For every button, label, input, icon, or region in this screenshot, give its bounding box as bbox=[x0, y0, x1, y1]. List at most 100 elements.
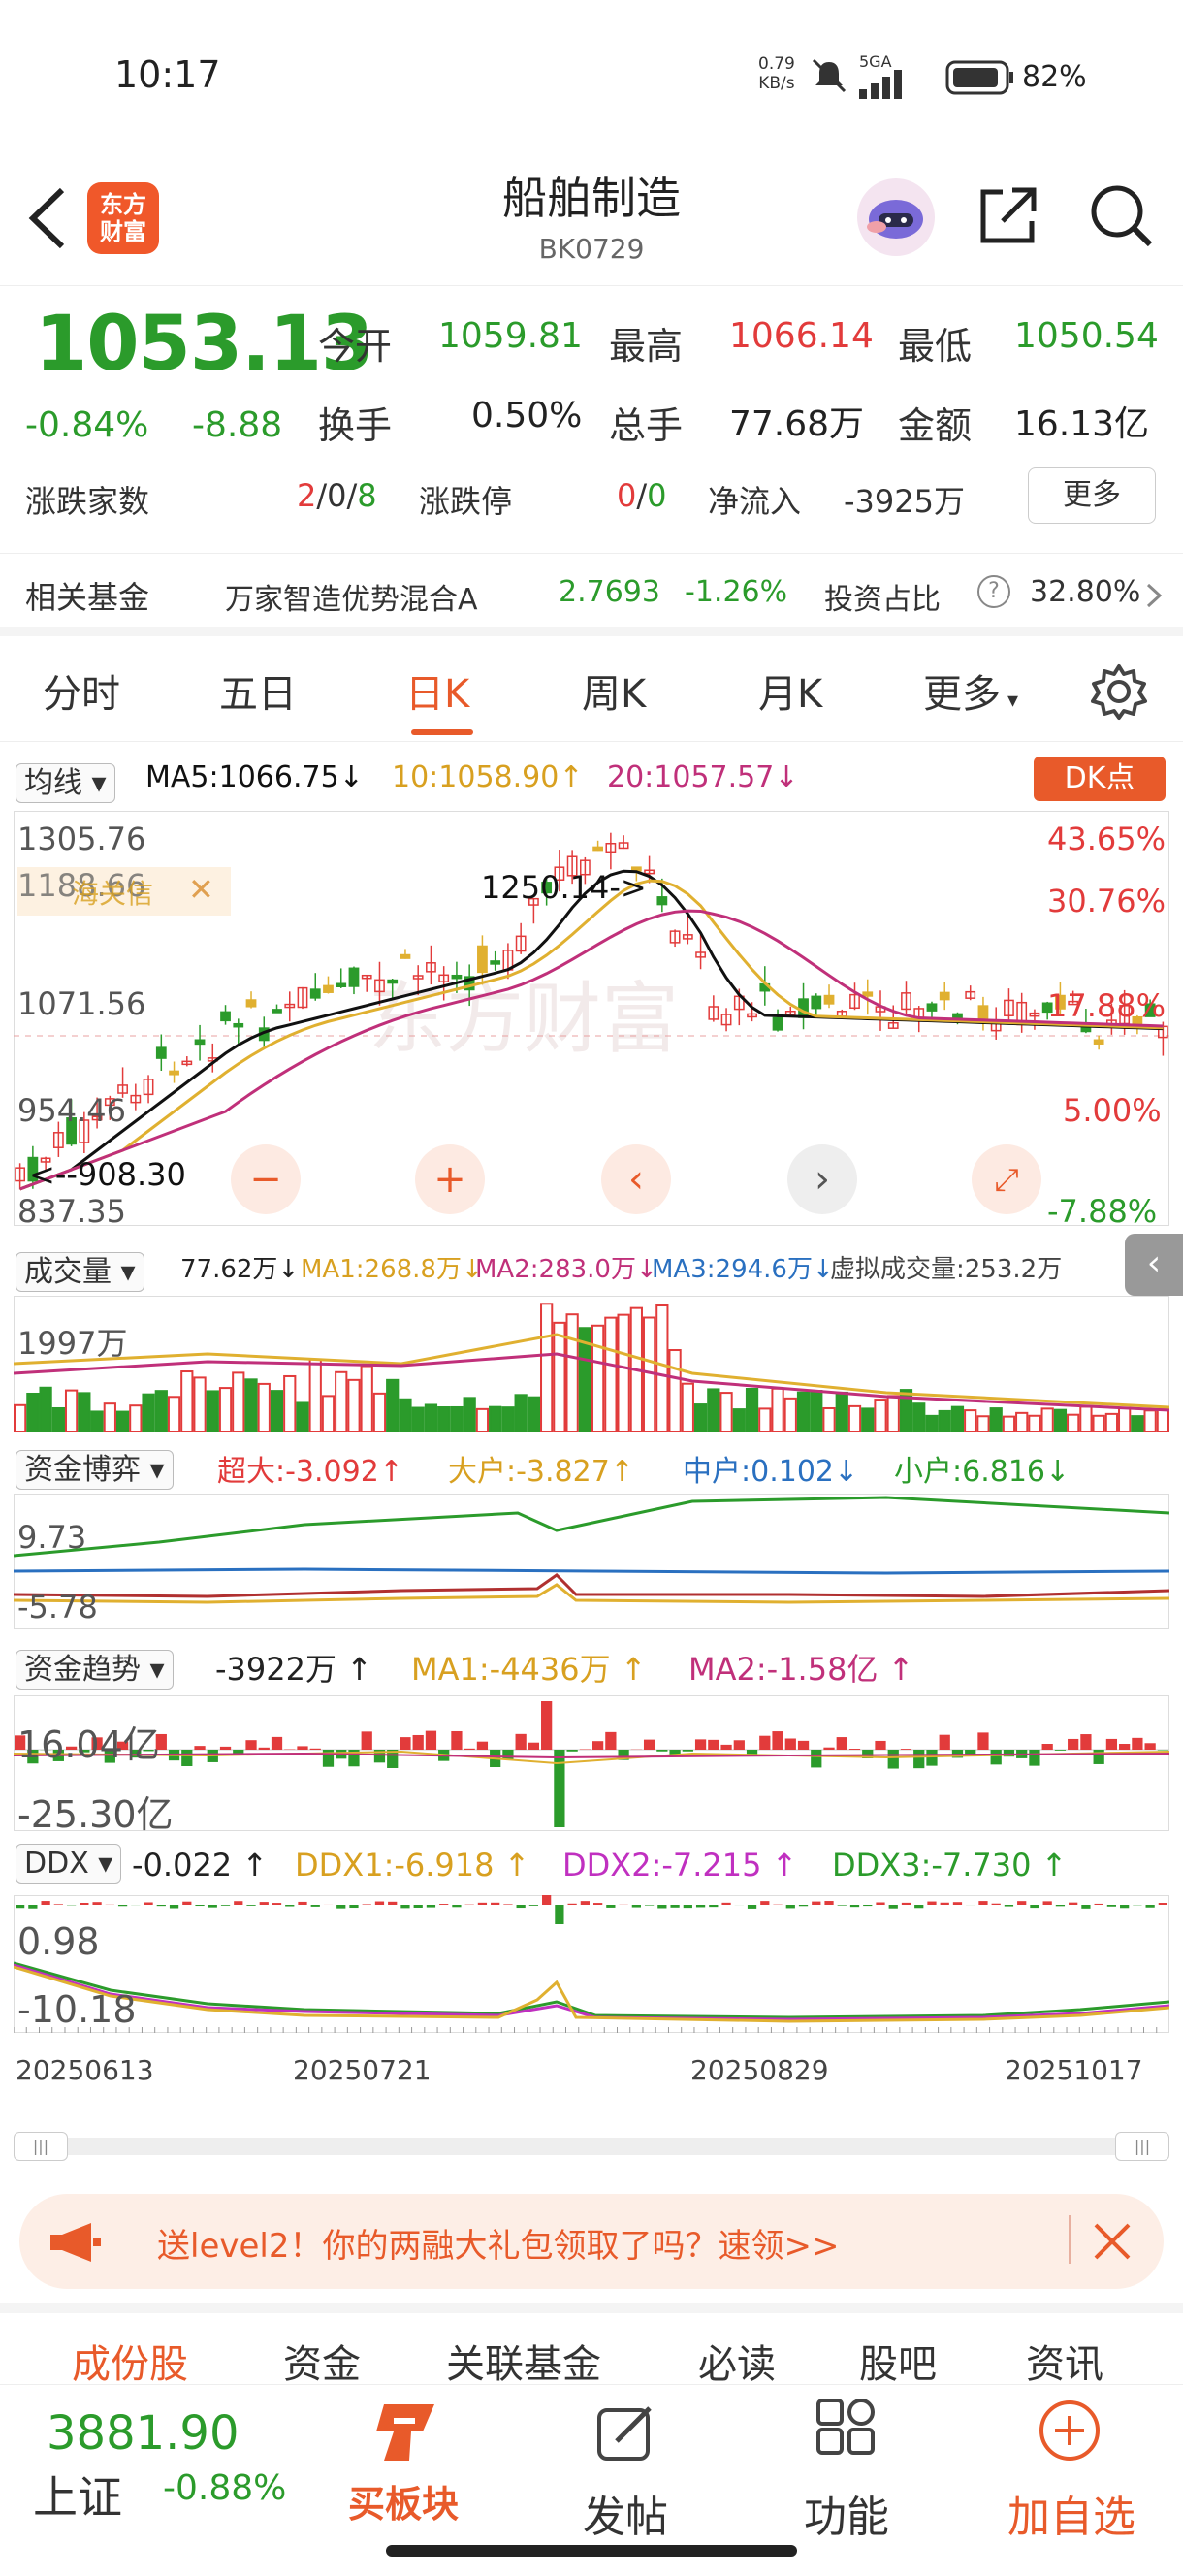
fund-trend-bar bbox=[694, 1739, 707, 1750]
ddx-bar bbox=[169, 1905, 179, 1909]
ma-line-3 bbox=[19, 909, 1164, 1191]
subtab-related-funds[interactable]: 关联基金 bbox=[446, 2342, 601, 2387]
search-icon[interactable] bbox=[1086, 180, 1156, 250]
candle-body bbox=[27, 1156, 39, 1182]
zoom-in-button[interactable]: + bbox=[415, 1144, 485, 1214]
volume-bar bbox=[335, 1370, 348, 1432]
fund-trend-bar bbox=[823, 1747, 835, 1750]
collapse-side-button[interactable]: ‹ bbox=[1125, 1234, 1183, 1296]
close-icon[interactable] bbox=[1092, 2221, 1133, 2262]
volume-chart bbox=[14, 1303, 1169, 1432]
fund-trend-ma1-text: MA1:-4436万 bbox=[411, 1651, 611, 1688]
fund-trend-bar bbox=[502, 1750, 514, 1760]
tab-intraday[interactable]: 分时 bbox=[43, 672, 120, 717]
volume-bar bbox=[874, 1399, 887, 1432]
scroll-handle-left[interactable]: ||| bbox=[14, 2132, 68, 2161]
overlay-close-icon[interactable]: ✕ bbox=[188, 871, 214, 908]
fund-trend-bar bbox=[104, 1750, 115, 1763]
volume-bar bbox=[771, 1387, 784, 1432]
assistant-robot-icon[interactable] bbox=[855, 177, 937, 258]
back-icon[interactable] bbox=[23, 184, 70, 252]
buy-board-icon[interactable] bbox=[365, 2399, 442, 2466]
ddx-bar bbox=[914, 1905, 924, 1909]
volume-bar bbox=[617, 1313, 630, 1432]
subtab-forum[interactable]: 股吧 bbox=[859, 2342, 937, 2387]
fund-name[interactable]: 万家智造优势混合A bbox=[225, 583, 478, 617]
volume-ma3: MA3:294.6万↓ bbox=[652, 1255, 834, 1284]
related-fund-row[interactable]: 相关基金 万家智造优势混合A 2.7693 -1.26% 投资占比 ? 32.8… bbox=[0, 553, 1183, 636]
fund-trend-bar bbox=[1041, 1743, 1053, 1750]
fund-trend-bar bbox=[669, 1750, 681, 1757]
fund-trend-bar bbox=[271, 1736, 283, 1750]
tab-five-day[interactable]: 五日 bbox=[219, 672, 297, 717]
ddx-bar bbox=[426, 1905, 436, 1908]
subtab-capital[interactable]: 资金 bbox=[283, 2342, 361, 2387]
subtab-constituents[interactable]: 成份股 bbox=[72, 2342, 188, 2387]
fund-trend-bar bbox=[746, 1750, 758, 1755]
ddx-bar bbox=[1158, 1903, 1167, 1905]
candle-body bbox=[965, 990, 976, 999]
inflow-label: 净流入 bbox=[708, 483, 802, 520]
turnover-label: 换手 bbox=[318, 404, 393, 447]
add-watchlist-label[interactable]: 加自选 bbox=[1007, 2493, 1135, 2542]
more-button[interactable]: 更多 bbox=[1028, 467, 1156, 524]
ddx-select[interactable]: DDX ▾ bbox=[16, 1844, 122, 1884]
fund-trend-bar bbox=[913, 1750, 925, 1769]
fund-trend-bar bbox=[373, 1750, 386, 1763]
scroll-left-button[interactable]: ‹ bbox=[601, 1144, 671, 1214]
ddx-bar bbox=[1069, 1902, 1078, 1905]
help-icon[interactable]: ? bbox=[977, 575, 1010, 608]
index-value[interactable]: 3881.90 bbox=[47, 2406, 240, 2461]
candle-body bbox=[772, 1016, 783, 1031]
banner-divider bbox=[1069, 2215, 1071, 2264]
volume-bar bbox=[861, 1407, 875, 1432]
fund-nav: 2.7693 bbox=[559, 575, 660, 609]
buy-board-label[interactable]: 买板块 bbox=[347, 2483, 459, 2526]
overlay-tag[interactable]: 1188.66 海关信 ✕ bbox=[17, 867, 231, 916]
volume-bar bbox=[257, 1382, 271, 1432]
volume-bar bbox=[372, 1392, 387, 1432]
limit-up: 0 bbox=[617, 477, 637, 514]
scroll-handle-right[interactable]: ||| bbox=[1115, 2132, 1169, 2161]
tab-monthly-k[interactable]: 月K bbox=[758, 672, 823, 717]
subtab-must-read[interactable]: 必读 bbox=[698, 2342, 776, 2387]
volume-bar bbox=[912, 1402, 926, 1432]
settings-gear-icon[interactable] bbox=[1090, 662, 1148, 721]
tab-weekly-k[interactable]: 周K bbox=[582, 672, 647, 717]
tab-daily-k[interactable]: 日K bbox=[405, 672, 470, 717]
candle-body bbox=[720, 1014, 732, 1026]
volume-indicator-select[interactable]: 成交量 ▾ bbox=[16, 1247, 144, 1292]
volume-bar bbox=[296, 1401, 309, 1432]
subtab-news[interactable]: 资讯 bbox=[1026, 2342, 1103, 2387]
scroll-right-button[interactable]: › bbox=[787, 1144, 857, 1214]
index-name[interactable]: 上证 bbox=[33, 2471, 122, 2524]
ddx-bar bbox=[234, 1901, 243, 1905]
volume-bar bbox=[360, 1365, 373, 1432]
zoom-out-button[interactable]: − bbox=[231, 1144, 301, 1214]
candle-body bbox=[15, 1167, 26, 1182]
fund-trend-bar bbox=[1093, 1750, 1104, 1764]
tab-more[interactable]: 更多 ▾ bbox=[923, 662, 1018, 719]
add-watchlist-icon[interactable] bbox=[1038, 2399, 1102, 2463]
fund-trend-bar bbox=[605, 1731, 617, 1750]
functions-label[interactable]: 功能 bbox=[804, 2493, 889, 2542]
share-icon[interactable] bbox=[975, 182, 1041, 248]
post-label[interactable]: 发帖 bbox=[583, 2493, 668, 2542]
fund-trend-ma1-line bbox=[14, 1750, 1169, 1765]
dk-point-button[interactable]: DK点 bbox=[1034, 757, 1166, 801]
fund-trend-bar bbox=[759, 1735, 771, 1750]
fund-trend-value-text: -3922万 bbox=[215, 1651, 336, 1688]
chart-scroll-track[interactable] bbox=[14, 2138, 1169, 2155]
promo-banner[interactable]: 送level2！你的两融大礼包领取了吗？速领>> bbox=[19, 2194, 1164, 2289]
functions-grid-icon[interactable] bbox=[815, 2399, 879, 2463]
fund-trend-bar bbox=[348, 1750, 360, 1767]
ma-indicator-select[interactable]: 均线 ▾ bbox=[16, 758, 115, 803]
fund-game-select[interactable]: 资金博弈 ▾ bbox=[16, 1445, 174, 1490]
ddx-bar bbox=[709, 1905, 719, 1908]
post-edit-icon[interactable] bbox=[593, 2400, 657, 2464]
ddx-value-text: -0.022 bbox=[132, 1847, 233, 1884]
kline-panel[interactable] bbox=[14, 811, 1169, 1226]
fund-trend-select[interactable]: 资金趋势 ▾ bbox=[16, 1645, 174, 1690]
candle-body bbox=[477, 945, 488, 974]
fullscreen-button[interactable]: ⤢ bbox=[972, 1144, 1041, 1214]
